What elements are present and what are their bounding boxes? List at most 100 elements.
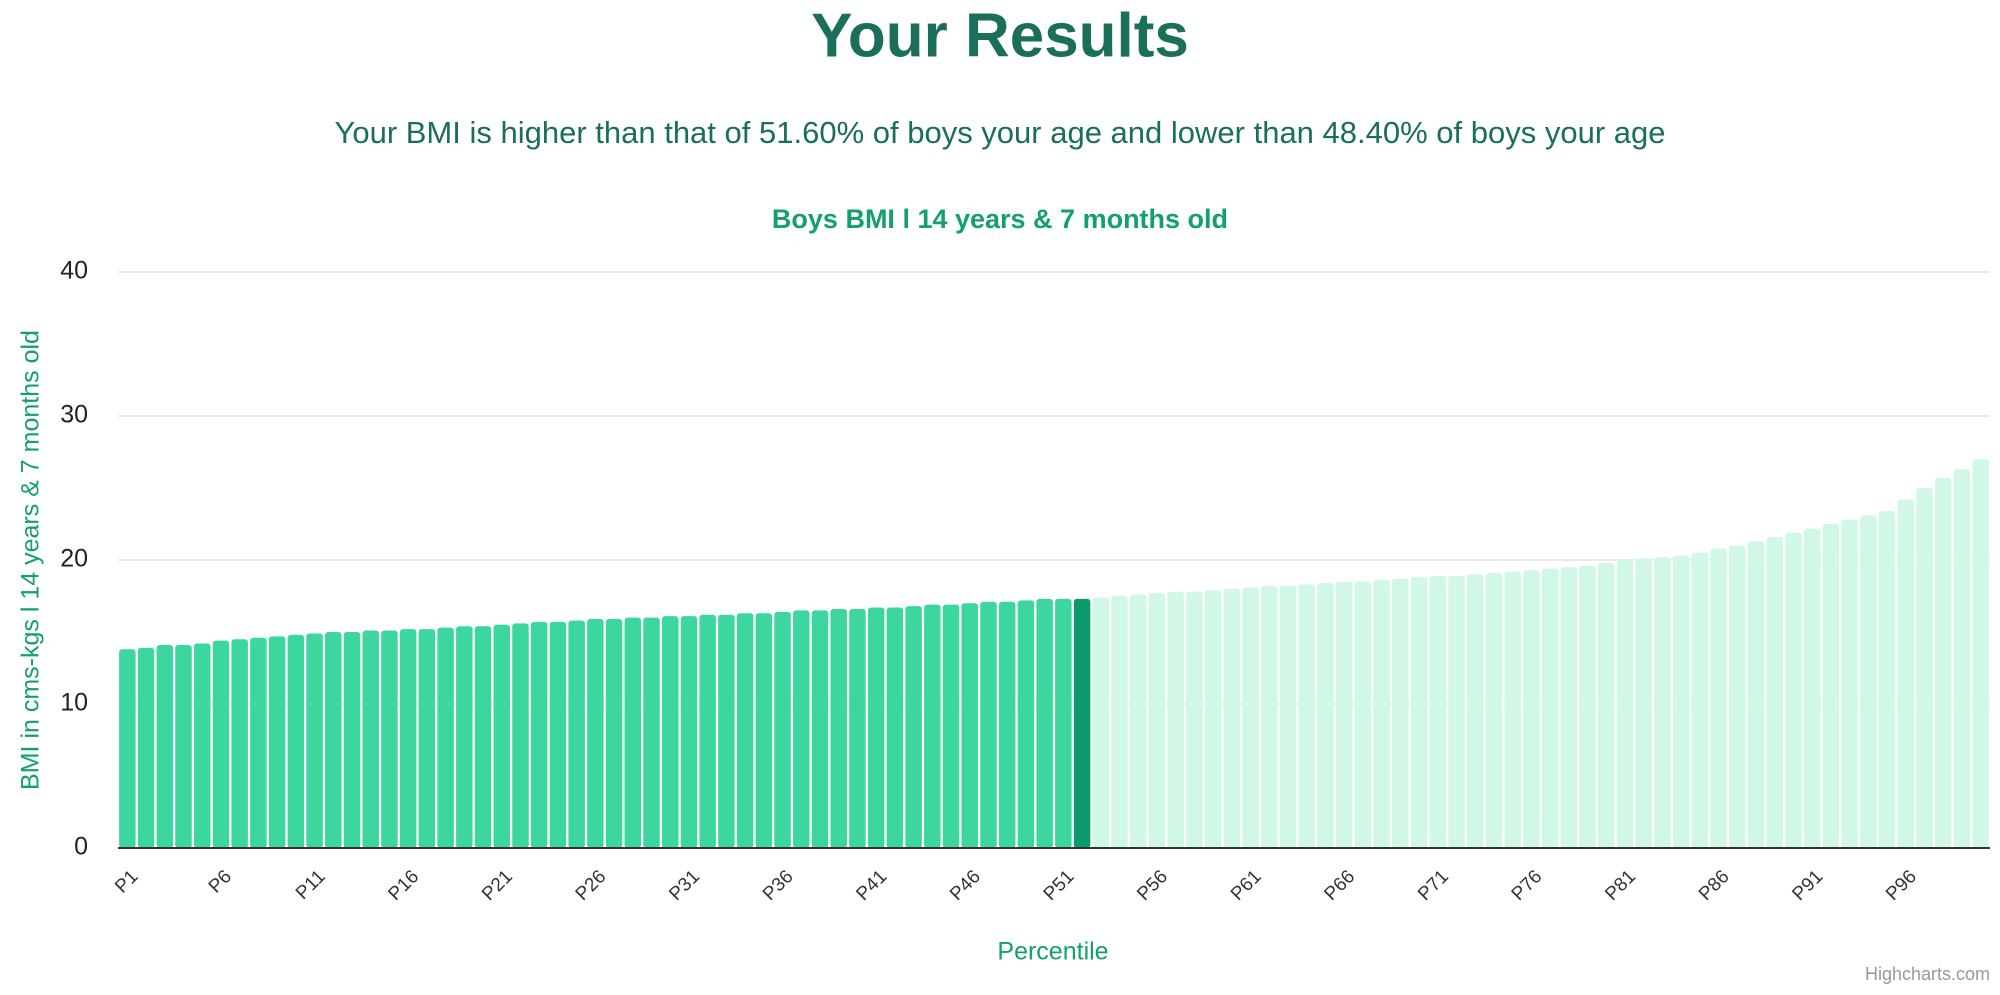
bar xyxy=(212,640,230,848)
bar xyxy=(1616,560,1634,848)
x-tick-label: P46 xyxy=(946,866,985,905)
bar xyxy=(437,627,454,848)
bar xyxy=(1186,591,1203,848)
bar xyxy=(1579,565,1596,848)
credits[interactable]: Highcharts.com xyxy=(1865,964,1990,984)
bar xyxy=(530,621,548,848)
bar xyxy=(643,617,660,848)
bar xyxy=(306,633,323,848)
bar xyxy=(362,630,379,848)
bar xyxy=(194,643,211,848)
page-title: Your Results xyxy=(811,1,1189,70)
y-tick-label: 20 xyxy=(60,545,88,573)
bar xyxy=(1223,588,1241,848)
bar xyxy=(1410,577,1428,848)
bar xyxy=(1747,541,1765,848)
bar xyxy=(886,607,904,848)
x-tick-label: P61 xyxy=(1227,866,1266,905)
bar xyxy=(1204,590,1222,848)
bar xyxy=(1261,585,1278,848)
bar xyxy=(830,608,847,848)
bar xyxy=(325,632,342,848)
bar xyxy=(1672,555,1690,848)
bar xyxy=(1130,594,1147,848)
y-tick-label: 10 xyxy=(60,689,88,717)
bar xyxy=(175,644,192,848)
x-tick-label: P91 xyxy=(1788,866,1827,905)
bar xyxy=(867,607,885,848)
bar xyxy=(1073,598,1091,848)
bar xyxy=(568,620,585,848)
bar xyxy=(662,616,679,848)
y-tick-label: 0 xyxy=(74,833,88,861)
bar xyxy=(1934,477,1952,848)
bar xyxy=(549,621,567,848)
bar xyxy=(1242,587,1259,848)
bar xyxy=(774,611,791,848)
x-tick-label: P1 xyxy=(111,866,142,897)
bar xyxy=(156,644,174,848)
bar xyxy=(1691,552,1709,848)
bar xyxy=(1055,598,1072,848)
bar xyxy=(587,619,604,848)
x-tick-label: P31 xyxy=(665,866,704,905)
bar xyxy=(1111,596,1128,848)
bar xyxy=(1092,597,1110,848)
bar xyxy=(1017,600,1035,848)
bar xyxy=(1279,585,1297,848)
bar xyxy=(381,630,398,848)
bar xyxy=(287,634,305,848)
bar xyxy=(1878,511,1896,848)
bar xyxy=(1916,488,1933,848)
bar xyxy=(699,614,716,848)
bar xyxy=(343,632,361,848)
x-tick-label: P51 xyxy=(1040,866,1079,905)
bar xyxy=(624,617,642,848)
x-tick-label: P81 xyxy=(1601,866,1640,905)
bar xyxy=(1036,598,1053,848)
bar xyxy=(1972,459,1989,848)
bar xyxy=(942,604,960,848)
bar xyxy=(1523,570,1540,848)
bar xyxy=(1504,571,1521,848)
bar xyxy=(1354,581,1372,848)
bar xyxy=(905,606,922,848)
bar xyxy=(1560,567,1578,848)
bar xyxy=(1392,578,1409,848)
x-axis-title: Percentile xyxy=(997,938,1108,966)
x-tick-label: P71 xyxy=(1414,866,1453,905)
x-tick-label: P56 xyxy=(1133,866,1172,905)
bar xyxy=(1335,581,1353,848)
bar xyxy=(605,619,623,848)
bar xyxy=(1148,593,1166,848)
x-tick-label: P16 xyxy=(384,866,423,905)
bar xyxy=(474,626,492,848)
bar xyxy=(980,601,997,848)
bar xyxy=(1803,528,1821,848)
bar xyxy=(755,613,773,848)
bar xyxy=(137,647,155,848)
bar xyxy=(1167,591,1184,848)
bar xyxy=(1485,572,1503,848)
x-tick-label: P86 xyxy=(1695,866,1734,905)
bar xyxy=(250,637,267,848)
bar xyxy=(1953,469,1971,848)
bar xyxy=(1373,580,1390,848)
bar xyxy=(268,636,286,848)
chart-title: Boys BMI l 14 years & 7 months old xyxy=(772,204,1228,234)
bar xyxy=(1298,584,1315,848)
y-tick-label: 30 xyxy=(60,401,88,429)
bar xyxy=(736,613,754,848)
y-tick-label: 40 xyxy=(60,257,88,285)
bar xyxy=(493,624,510,848)
bar xyxy=(718,614,735,848)
bar xyxy=(1822,524,1840,848)
bar xyxy=(1635,558,1652,848)
bar xyxy=(1860,515,1877,848)
bar xyxy=(924,604,941,848)
bar xyxy=(456,626,473,848)
x-tick-label: P96 xyxy=(1882,866,1921,905)
bar xyxy=(811,610,829,848)
